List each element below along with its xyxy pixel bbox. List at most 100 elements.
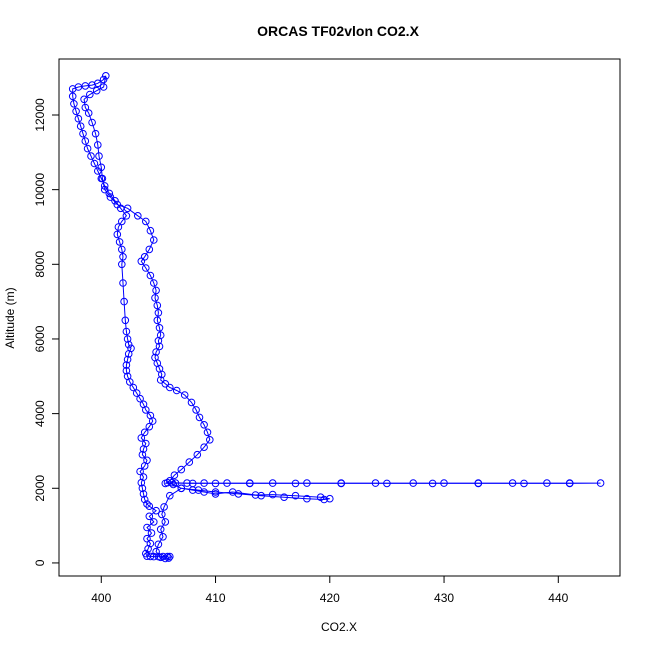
- data-point: [193, 450, 202, 459]
- data-point: [142, 549, 150, 558]
- data-point: [124, 340, 133, 349]
- data-point: [105, 189, 114, 198]
- data-point: [123, 204, 132, 213]
- x-tick-label: 440: [548, 591, 568, 605]
- data-point: [152, 506, 160, 515]
- data-point: [145, 512, 154, 521]
- data-point: [87, 152, 95, 160]
- plot-area-border: [58, 58, 621, 577]
- data-point: [139, 400, 148, 409]
- data-point: [146, 411, 155, 420]
- data-point: [137, 434, 146, 442]
- data-point: [508, 479, 517, 487]
- data-point: [211, 479, 220, 488]
- data-point: [326, 494, 334, 503]
- data-point: [251, 491, 260, 499]
- y-tick-label: 10000: [33, 173, 47, 207]
- data-point: [169, 480, 178, 489]
- data-point: [146, 226, 155, 235]
- data-point: [409, 479, 418, 487]
- data-point: [140, 428, 149, 437]
- data-point: [158, 370, 166, 379]
- data-point: [168, 478, 176, 487]
- data-point: [115, 238, 124, 246]
- data-point: [596, 479, 605, 487]
- data-point: [99, 83, 108, 91]
- data-point: [156, 553, 165, 562]
- data-point: [177, 465, 186, 474]
- data-point: [200, 421, 208, 429]
- data-point: [154, 309, 163, 317]
- data-point: [543, 479, 551, 487]
- data-point: [142, 439, 150, 448]
- data-point: [129, 383, 138, 392]
- data-point: [154, 337, 163, 345]
- data-point: [122, 361, 131, 369]
- y-axis-label: Altitude (m): [3, 287, 17, 348]
- data-point: [86, 90, 94, 99]
- data-point: [91, 129, 100, 138]
- data-point: [100, 182, 109, 190]
- data-point: [337, 479, 346, 488]
- x-tick-label: 420: [320, 591, 340, 605]
- data-point: [143, 534, 151, 543]
- data-point: [200, 479, 208, 487]
- data-point: [440, 479, 448, 487]
- data-point: [123, 335, 132, 343]
- data-point: [153, 301, 162, 310]
- data-point: [138, 484, 147, 493]
- data-point: [152, 547, 160, 556]
- data-point: [142, 217, 150, 226]
- data-point: [156, 376, 165, 384]
- data-point: [150, 279, 158, 287]
- data-point: [161, 554, 170, 563]
- data-point: [371, 479, 380, 487]
- data-point: [143, 456, 151, 465]
- data-point: [152, 286, 160, 295]
- data-point: [146, 271, 155, 280]
- data-point: [246, 479, 254, 488]
- data-point: [136, 394, 144, 403]
- data-point: [223, 479, 231, 487]
- data-point: [428, 479, 437, 488]
- data-point: [161, 380, 170, 388]
- data-point: [200, 443, 208, 452]
- data-point: [140, 495, 149, 504]
- data-point: [257, 491, 266, 500]
- data-point: [142, 264, 150, 272]
- data-point: [158, 510, 166, 519]
- data-point: [153, 316, 162, 325]
- data-point: [268, 490, 277, 499]
- data-point: [113, 230, 122, 239]
- data-point: [88, 118, 96, 127]
- data-point: [122, 327, 131, 336]
- data-point: [136, 467, 144, 476]
- data-point: [203, 428, 212, 437]
- data-point: [81, 103, 90, 112]
- data-point: [268, 479, 277, 487]
- data-point: [177, 484, 186, 493]
- data-point: [70, 100, 78, 108]
- data-point: [474, 479, 483, 488]
- data-point: [100, 185, 109, 194]
- data-point: [118, 217, 126, 226]
- data-point: [99, 75, 108, 84]
- y-tick-label: 6000: [33, 325, 47, 352]
- data-point: [151, 294, 159, 302]
- data-point: [211, 490, 220, 498]
- data-point: [123, 355, 132, 364]
- x-tick-label: 400: [91, 591, 111, 605]
- data-point: [123, 372, 132, 381]
- data-point: [188, 486, 197, 494]
- data-point: [180, 391, 189, 399]
- data-point: [119, 279, 127, 287]
- data-point: [303, 494, 311, 503]
- data-point: [143, 500, 151, 508]
- data-point: [74, 114, 83, 123]
- data-point: [76, 122, 85, 130]
- data-point: [122, 212, 131, 220]
- data-point: [185, 458, 194, 466]
- data-point: [127, 344, 135, 353]
- data-point: [172, 386, 181, 395]
- data-point: [166, 383, 174, 392]
